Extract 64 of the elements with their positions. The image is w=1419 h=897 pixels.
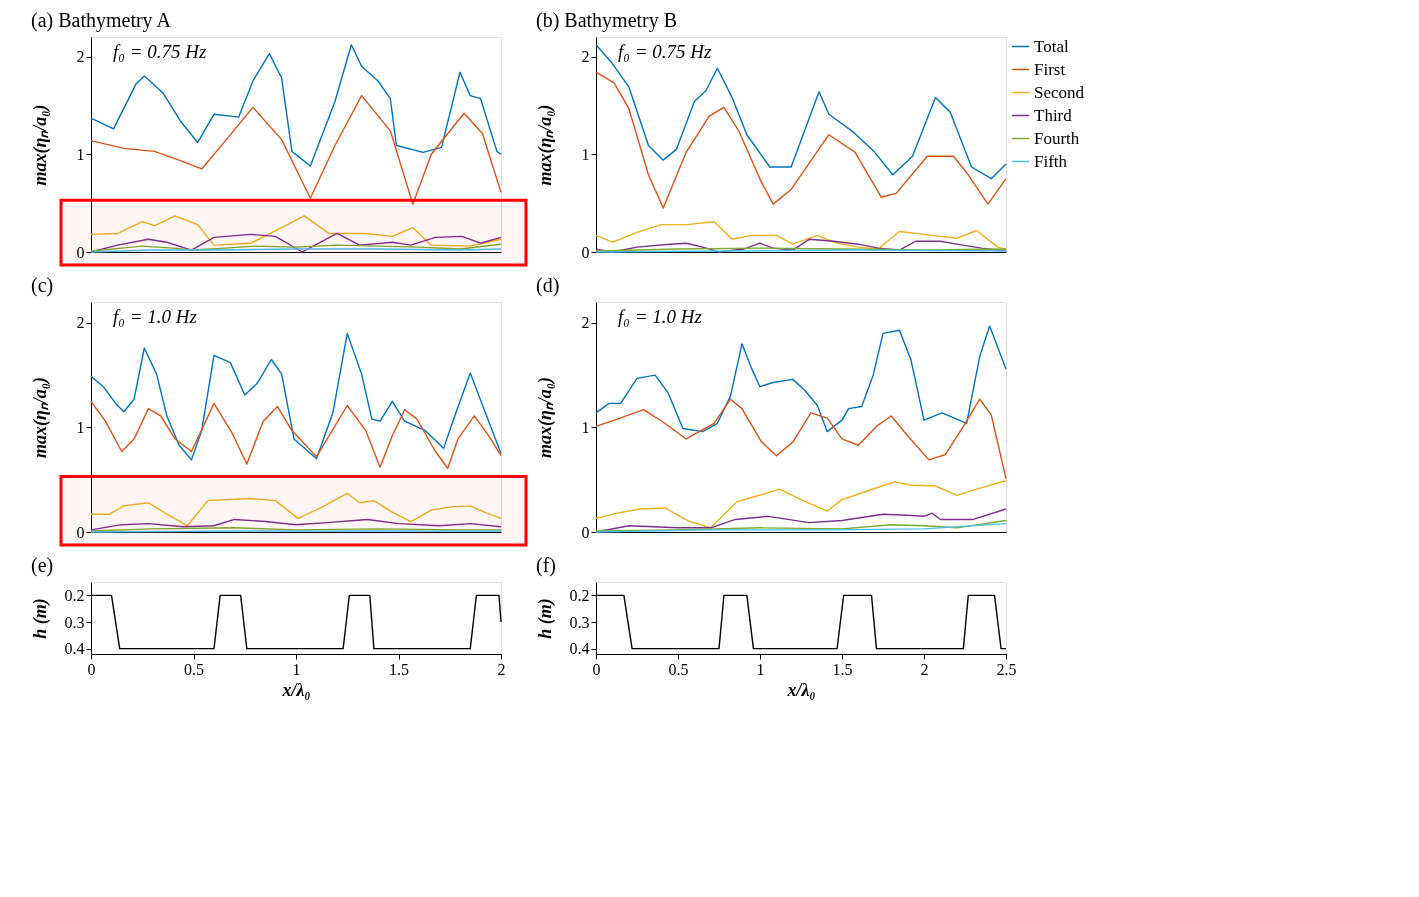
y-tick-label: 0.3	[64, 613, 85, 631]
y-axis-title: max(ηₙ/a₀)	[534, 104, 556, 186]
y-tick-label: 0.4	[64, 640, 85, 658]
y-tick-label: 0.3	[569, 613, 590, 631]
x-tick-label: 0	[592, 660, 601, 678]
annotation: f₀ = 0.75 Hz	[113, 41, 207, 62]
line-series	[595, 398, 1007, 480]
y-tick-label: 0.4	[569, 640, 590, 658]
y-axis-title: h (m)	[534, 598, 556, 639]
y-tick-label: 1	[581, 418, 590, 436]
legend-label: Total	[1034, 36, 1069, 56]
x-axis-title: x/λ₀	[281, 679, 311, 700]
y-axis-title: max(ηₙ/a₀)	[534, 376, 556, 459]
y-tick-label: 2	[581, 48, 590, 66]
line-series	[595, 44, 1007, 180]
annotation: f₀ = 0.75 Hz	[618, 41, 712, 62]
chart-title: (f)	[536, 554, 556, 577]
chart-title: (a) Bathymetry A	[31, 9, 172, 32]
x-tick-label: 0	[87, 660, 96, 678]
line-series	[90, 400, 502, 469]
x-tick-label: 2	[497, 660, 506, 678]
y-tick-label: 0	[76, 523, 85, 541]
line-series	[595, 325, 1007, 433]
y-tick-label: 2	[76, 314, 85, 332]
x-tick-label: 0.5	[184, 660, 204, 678]
annotation: f₀ = 1.0 Hz	[113, 306, 198, 327]
legend-label: Fifth	[1034, 151, 1068, 171]
legend-label: First	[1034, 59, 1066, 79]
line-series	[90, 332, 502, 461]
y-tick-label: 0	[581, 523, 590, 541]
x-tick-label: 1	[756, 660, 765, 678]
line-series	[90, 44, 502, 167]
y-axis-title: max(ηₙ/a₀)	[29, 376, 51, 459]
chart-title: (b) Bathymetry B	[536, 9, 678, 32]
x-tick-label: 2.5	[996, 660, 1017, 678]
y-axis-title: h (m)	[29, 598, 51, 639]
legend-label: Fourth	[1034, 128, 1080, 148]
y-tick-label: 1	[581, 145, 590, 163]
chart-title: (e)	[31, 554, 54, 577]
y-tick-label: 0	[581, 243, 590, 261]
x-tick-label: 1.5	[832, 660, 853, 678]
y-axis-title: max(ηₙ/a₀)	[29, 104, 51, 186]
line-series	[90, 215, 502, 247]
x-tick-label: 1	[292, 660, 301, 678]
chart-title: (c)	[31, 274, 54, 297]
y-tick-label: 0.2	[64, 586, 85, 604]
y-tick-label: 2	[76, 48, 85, 66]
y-tick-label: 1	[76, 145, 85, 163]
legend-label: Third	[1034, 105, 1073, 125]
legend-label: Second	[1034, 82, 1085, 102]
x-tick-label: 2	[920, 660, 929, 678]
y-tick-label: 1	[76, 418, 85, 436]
line-series	[595, 480, 1007, 529]
x-tick-label: 1.5	[389, 660, 409, 678]
line-series	[90, 94, 502, 205]
y-tick-label: 0	[76, 243, 85, 261]
y-tick-label: 2	[581, 314, 590, 332]
y-tick-label: 0.2	[569, 586, 590, 604]
line-series	[595, 71, 1007, 209]
x-tick-label: 0.5	[668, 660, 689, 678]
chart-title: (d)	[536, 274, 560, 297]
annotation: f₀ = 1.0 Hz	[618, 306, 703, 327]
line-series	[90, 492, 502, 527]
x-axis-title: x/λ₀	[786, 679, 816, 700]
